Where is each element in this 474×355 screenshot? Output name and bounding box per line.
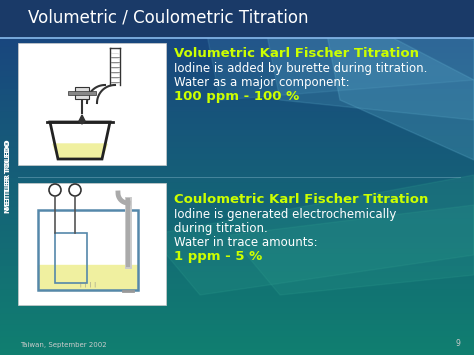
Bar [0, 260, 474, 267]
Bar [0, 142, 474, 149]
Bar [0, 337, 474, 344]
Bar [0, 0, 474, 7]
Bar [0, 42, 474, 48]
Bar [0, 12, 474, 19]
Polygon shape [53, 144, 107, 159]
Bar [0, 154, 474, 161]
Text: Water as a major component:: Water as a major component: [174, 76, 350, 89]
Bar [0, 237, 474, 244]
Bar [38, 265, 138, 290]
Bar [0, 308, 474, 315]
Bar [0, 106, 474, 113]
Bar [0, 290, 474, 297]
Bar [0, 18, 474, 24]
Bar [0, 284, 474, 291]
Bar [0, 130, 474, 137]
Bar [0, 313, 474, 321]
Bar [0, 53, 474, 60]
Bar [0, 248, 474, 255]
Text: 100 ppm - 100 %: 100 ppm - 100 % [174, 90, 299, 103]
Text: Coulometric Karl Fischer Titration: Coulometric Karl Fischer Titration [174, 193, 428, 206]
Text: Water in trace amounts:: Water in trace amounts: [174, 236, 318, 249]
Bar [0, 201, 474, 208]
Bar [0, 47, 474, 54]
Bar [0, 124, 474, 131]
Bar [75, 87, 89, 99]
Text: Taiwan, September 2002: Taiwan, September 2002 [20, 342, 107, 348]
Bar [68, 91, 96, 95]
Polygon shape [230, 205, 474, 295]
Bar [38, 210, 138, 290]
Bar [0, 113, 474, 119]
Text: METTLER TOLEDO: METTLER TOLEDO [5, 141, 11, 213]
Bar [0, 24, 474, 31]
Bar [0, 178, 474, 184]
Bar [0, 302, 474, 308]
Polygon shape [320, 0, 474, 160]
Bar [0, 29, 474, 37]
Bar [0, 95, 474, 102]
Bar [0, 136, 474, 143]
Bar [0, 349, 474, 355]
Polygon shape [150, 175, 474, 295]
Bar [0, 272, 474, 279]
Bar [0, 225, 474, 232]
Bar [0, 219, 474, 226]
Bar [0, 266, 474, 273]
Text: 1 ppm - 5 %: 1 ppm - 5 % [174, 250, 262, 263]
Text: 9: 9 [455, 339, 460, 348]
Text: Volumetric Karl Fischer Titration: Volumetric Karl Fischer Titration [174, 47, 419, 60]
Bar [0, 278, 474, 285]
Polygon shape [79, 115, 85, 124]
Polygon shape [200, 0, 474, 100]
Bar [0, 207, 474, 214]
Bar [18, 43, 166, 165]
Bar [0, 59, 474, 66]
Circle shape [69, 184, 81, 196]
Bar [0, 71, 474, 78]
Bar [0, 166, 474, 173]
Bar [0, 184, 474, 190]
Bar [55, 233, 87, 283]
Bar [0, 36, 474, 42]
Bar [0, 148, 474, 155]
Bar [0, 189, 474, 196]
Circle shape [49, 184, 61, 196]
Bar [0, 331, 474, 338]
Bar [0, 213, 474, 220]
Text: Iodine is added by burette during titration.: Iodine is added by burette during titrat… [174, 62, 428, 75]
Bar [0, 160, 474, 166]
Bar [0, 231, 474, 237]
Bar [0, 343, 474, 350]
Bar [0, 296, 474, 303]
Bar [0, 326, 474, 332]
Bar [0, 320, 474, 326]
Bar [0, 100, 474, 108]
Text: METTLER TOLEDO: METTLER TOLEDO [5, 140, 11, 210]
Polygon shape [260, 0, 474, 120]
Bar [0, 6, 474, 13]
Text: Volumetric / Coulometric Titration: Volumetric / Coulometric Titration [28, 9, 309, 27]
Bar [0, 195, 474, 202]
Bar [0, 77, 474, 84]
Bar [0, 89, 474, 95]
Bar [0, 242, 474, 250]
Bar [0, 83, 474, 90]
Bar [0, 65, 474, 72]
Bar [0, 171, 474, 179]
Bar [0, 255, 474, 261]
Text: |  |  |  |: | | | | [80, 281, 96, 287]
Text: Iodine is generated electrochemically: Iodine is generated electrochemically [174, 208, 396, 221]
Bar [0, 118, 474, 125]
Text: during titration.: during titration. [174, 222, 268, 235]
Bar [0, 0, 474, 37]
Bar [18, 183, 166, 305]
